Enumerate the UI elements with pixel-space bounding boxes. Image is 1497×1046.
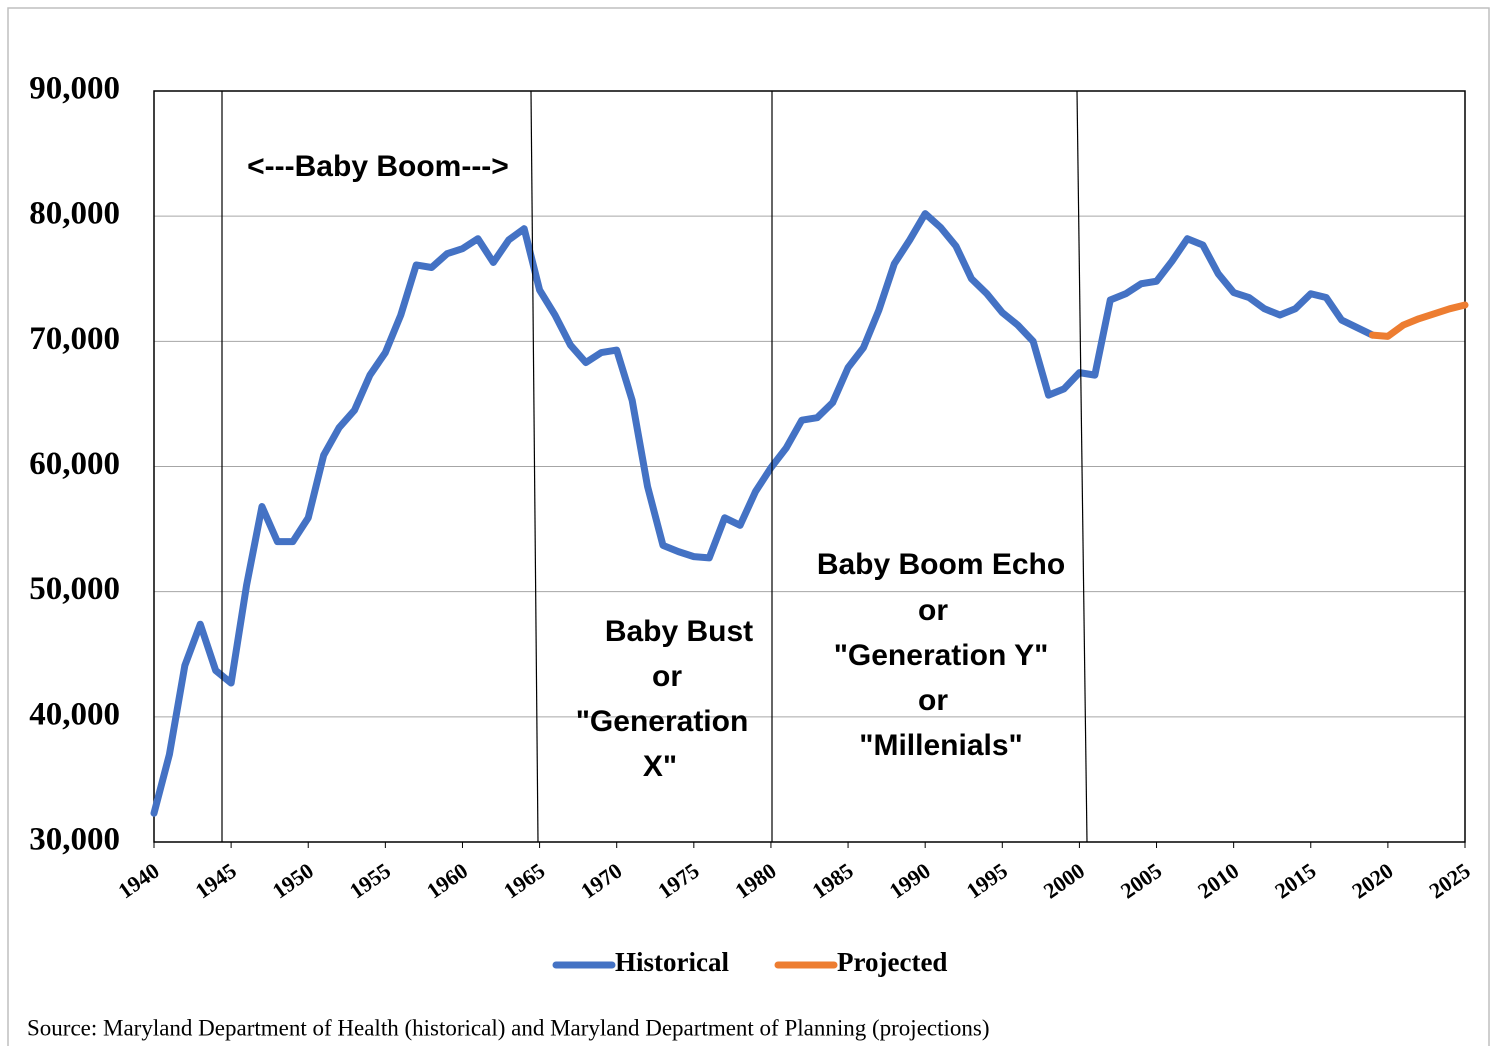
annotation: "Generation bbox=[576, 705, 749, 738]
era-divider bbox=[1076, 90, 1088, 843]
x-tick-label: 2000 bbox=[1039, 858, 1089, 904]
x-tick-label: 1975 bbox=[653, 858, 703, 904]
annotation: <---Baby Boom---> bbox=[247, 150, 509, 183]
x-tick-label: 1965 bbox=[499, 858, 549, 904]
x-tick-label: 1960 bbox=[422, 858, 472, 904]
source-note: Source: Maryland Department of Health (h… bbox=[27, 1015, 990, 1040]
y-tick-label: 30,000 bbox=[29, 822, 120, 858]
y-tick-label: 80,000 bbox=[29, 196, 120, 232]
x-tick-label: 1940 bbox=[113, 858, 163, 904]
annotation: Baby Bust bbox=[605, 615, 753, 648]
x-tick-label: 1990 bbox=[885, 858, 935, 904]
plot-frame bbox=[153, 90, 1466, 843]
x-tick-label: 1985 bbox=[807, 858, 857, 904]
x-tick-label: 2015 bbox=[1270, 858, 1320, 904]
annotation: or bbox=[918, 684, 948, 717]
y-tick-label: 40,000 bbox=[29, 696, 120, 732]
x-tick-label: 1950 bbox=[268, 858, 318, 904]
annotation: X" bbox=[643, 750, 677, 783]
x-tick-label: 1980 bbox=[730, 858, 780, 904]
x-tick-label: 2020 bbox=[1347, 858, 1397, 904]
annotation: or bbox=[918, 594, 948, 627]
x-tick-label: 2005 bbox=[1116, 858, 1166, 904]
series-line bbox=[150, 210, 1376, 817]
era-divider bbox=[530, 90, 539, 843]
annotation: or bbox=[652, 660, 682, 693]
annotation: Baby Boom Echo bbox=[817, 548, 1065, 581]
x-tick-label: 1995 bbox=[962, 858, 1012, 904]
annotation: "Millenials" bbox=[859, 729, 1023, 762]
chart-border bbox=[7, 7, 1490, 1046]
x-tick-label: 1955 bbox=[345, 858, 395, 904]
x-tick-label: 1970 bbox=[576, 858, 626, 904]
y-tick-label: 50,000 bbox=[29, 571, 120, 607]
y-tick-label: 60,000 bbox=[29, 446, 120, 482]
y-tick-label: 90,000 bbox=[29, 71, 120, 107]
legend-label: Projected bbox=[837, 947, 947, 977]
series-line bbox=[1368, 301, 1469, 340]
annotation: "Generation Y" bbox=[834, 639, 1049, 672]
x-tick-label: 2025 bbox=[1424, 858, 1474, 904]
x-tick-label: 1945 bbox=[190, 858, 240, 904]
x-tick-label: 2010 bbox=[1193, 858, 1243, 904]
y-tick-label: 70,000 bbox=[29, 321, 120, 357]
legend-label: Historical bbox=[615, 947, 729, 977]
